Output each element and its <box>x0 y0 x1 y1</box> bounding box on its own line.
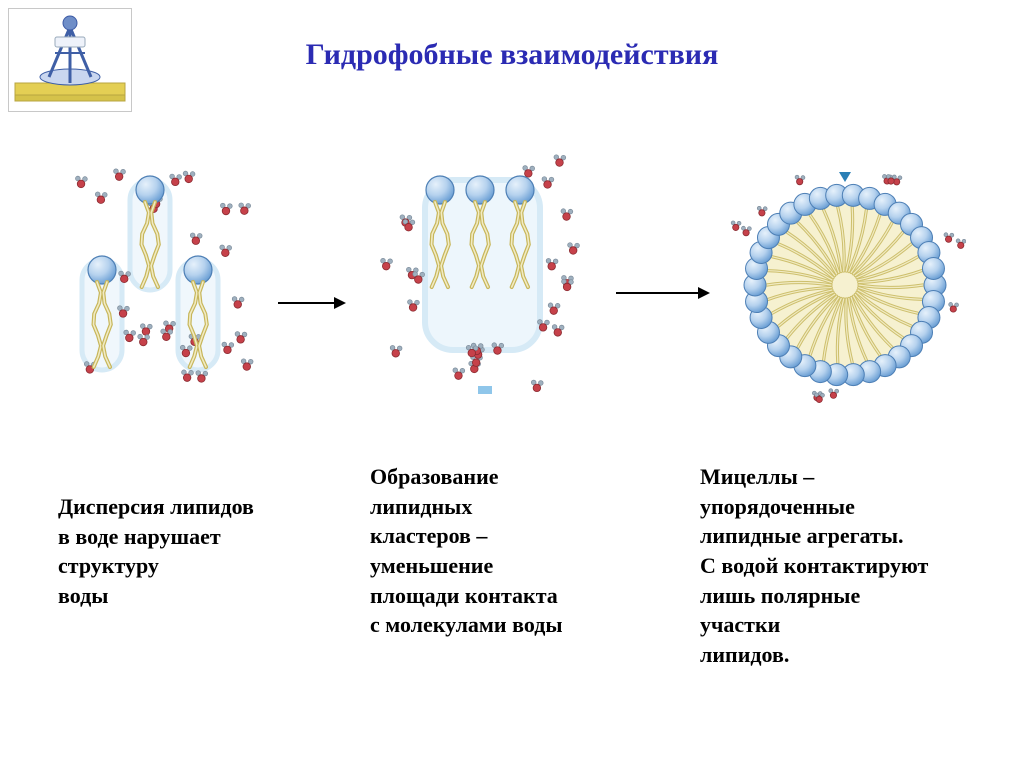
caption-micelle: Мицеллы –упорядоченныелипидные агрегаты.… <box>700 462 1000 670</box>
diagram-dispersion <box>58 160 258 400</box>
arrow-1 <box>278 296 348 310</box>
diagram-micelle <box>730 170 966 406</box>
caption-cluster: Образованиелипидныхкластеров –уменьшение… <box>370 462 640 640</box>
diagram-cluster <box>370 150 595 400</box>
caption-dispersion: Дисперсия липидовв воде нарушаетструктур… <box>58 492 308 611</box>
arrow-2 <box>616 286 712 300</box>
page-title: Гидрофобные взаимодействия <box>0 38 1024 72</box>
